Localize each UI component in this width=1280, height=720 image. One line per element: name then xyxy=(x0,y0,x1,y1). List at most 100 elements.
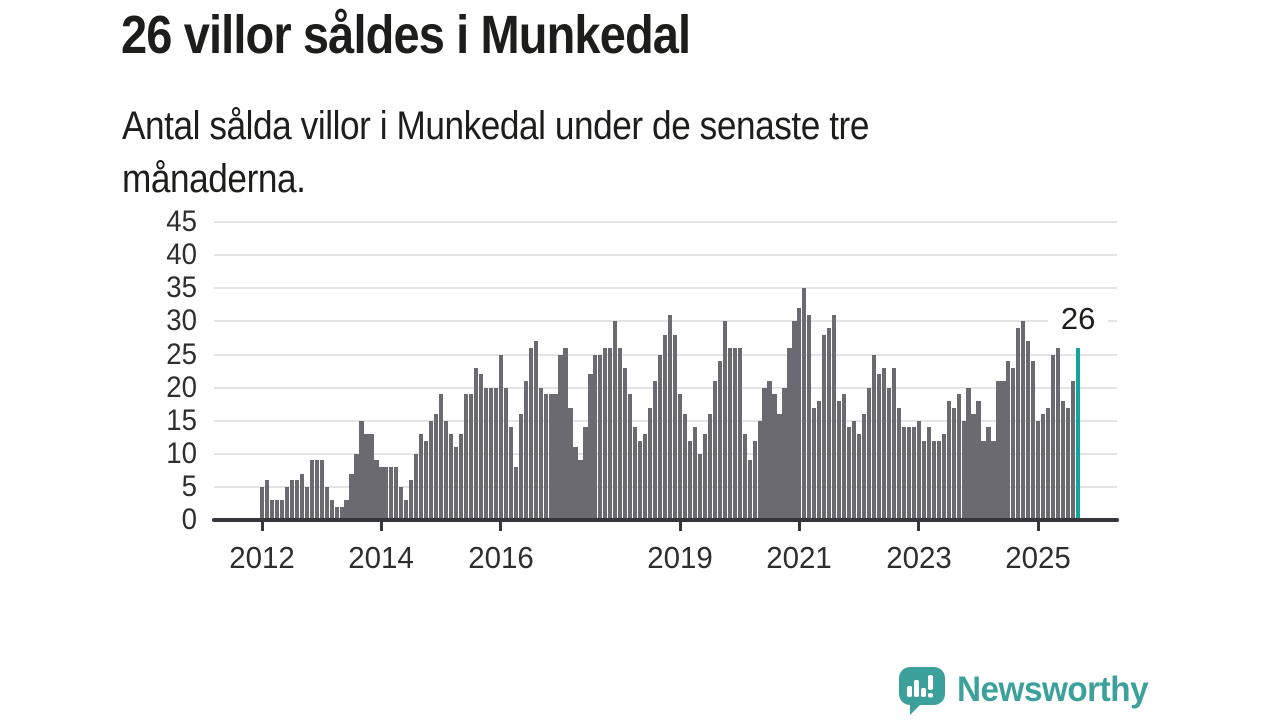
bar xyxy=(807,314,812,520)
bar xyxy=(563,347,568,520)
bar xyxy=(538,387,543,520)
bar xyxy=(946,400,951,520)
x-tick-label: 2016 xyxy=(468,540,534,575)
bar xyxy=(638,440,643,520)
bar xyxy=(677,394,683,520)
bar xyxy=(976,400,981,520)
bar xyxy=(941,433,946,520)
last-value-label: 26 xyxy=(1048,303,1109,335)
x-tick xyxy=(797,522,801,531)
bar xyxy=(314,460,319,520)
bar xyxy=(488,387,493,520)
bar xyxy=(752,440,757,520)
bar xyxy=(613,321,618,520)
bar xyxy=(916,420,921,520)
bar xyxy=(757,420,762,520)
bar xyxy=(797,308,802,520)
bar xyxy=(906,427,911,520)
bar xyxy=(468,394,474,520)
x-tick xyxy=(379,522,383,531)
x-tick-label: 2014 xyxy=(348,540,415,575)
bar xyxy=(299,473,304,520)
bar xyxy=(692,427,697,520)
highlighted-bar xyxy=(1075,347,1081,520)
bar xyxy=(623,367,628,520)
bar xyxy=(896,407,902,520)
y-tick-label: 20 xyxy=(166,370,197,404)
bar xyxy=(533,341,538,520)
bar xyxy=(573,447,578,520)
bar xyxy=(379,467,384,520)
bar xyxy=(334,506,339,520)
bar xyxy=(1041,414,1046,520)
bar xyxy=(667,314,673,520)
bar xyxy=(528,347,533,520)
x-tick xyxy=(499,522,503,531)
bar xyxy=(608,347,613,520)
bar xyxy=(603,347,608,520)
bar xyxy=(747,460,752,520)
bar xyxy=(961,420,966,520)
x-tick-label: 2019 xyxy=(647,540,713,575)
bar xyxy=(812,407,817,520)
gridline xyxy=(214,221,1117,224)
bar xyxy=(259,486,265,520)
x-tick-label: 2023 xyxy=(886,540,952,575)
bar xyxy=(772,394,777,520)
bar xyxy=(354,453,359,520)
bar xyxy=(448,433,454,520)
bar xyxy=(628,394,633,520)
bar xyxy=(737,347,742,520)
bar xyxy=(653,381,658,520)
bar xyxy=(657,354,663,520)
x-tick xyxy=(678,522,682,531)
bar xyxy=(911,427,916,520)
bar xyxy=(981,440,986,520)
bar xyxy=(682,414,688,520)
bar xyxy=(782,387,787,520)
bar xyxy=(1011,367,1016,520)
bar xyxy=(394,467,399,520)
bar xyxy=(832,314,837,520)
bar xyxy=(697,453,702,520)
bar xyxy=(344,500,349,520)
bar xyxy=(633,427,638,520)
bar xyxy=(881,367,887,520)
bar xyxy=(389,467,394,520)
y-tick-label: 45 xyxy=(166,205,197,239)
bar xyxy=(434,414,439,520)
y-tick-label: 10 xyxy=(166,436,197,470)
bar xyxy=(1061,400,1066,520)
newsworthy-logo: Newsworthy xyxy=(897,665,1158,715)
x-tick-label: 2012 xyxy=(229,540,295,575)
bar xyxy=(926,427,931,520)
bar xyxy=(588,374,593,520)
bar xyxy=(404,500,409,520)
bar xyxy=(732,347,737,520)
bar xyxy=(742,433,747,520)
bar xyxy=(777,414,782,520)
bar xyxy=(543,394,548,520)
bar xyxy=(463,394,469,520)
bar xyxy=(722,321,727,520)
x-tick xyxy=(260,522,264,531)
y-tick-label: 35 xyxy=(166,271,197,305)
bar xyxy=(1016,328,1021,520)
newsworthy-wordmark: Newsworthy xyxy=(957,670,1149,709)
bar xyxy=(951,407,956,520)
page-title: 26 villor såldes i Munkedal xyxy=(121,5,691,65)
bar xyxy=(578,460,583,520)
bar xyxy=(374,460,379,520)
bar xyxy=(936,440,941,520)
bar xyxy=(329,500,334,520)
bar xyxy=(662,334,668,520)
bar xyxy=(1026,341,1031,520)
newsworthy-icon xyxy=(899,667,945,715)
bar xyxy=(717,361,722,520)
bar xyxy=(792,321,797,520)
bar xyxy=(1036,420,1041,520)
gridline xyxy=(214,254,1117,257)
bar xyxy=(802,288,807,520)
bar xyxy=(672,334,678,520)
